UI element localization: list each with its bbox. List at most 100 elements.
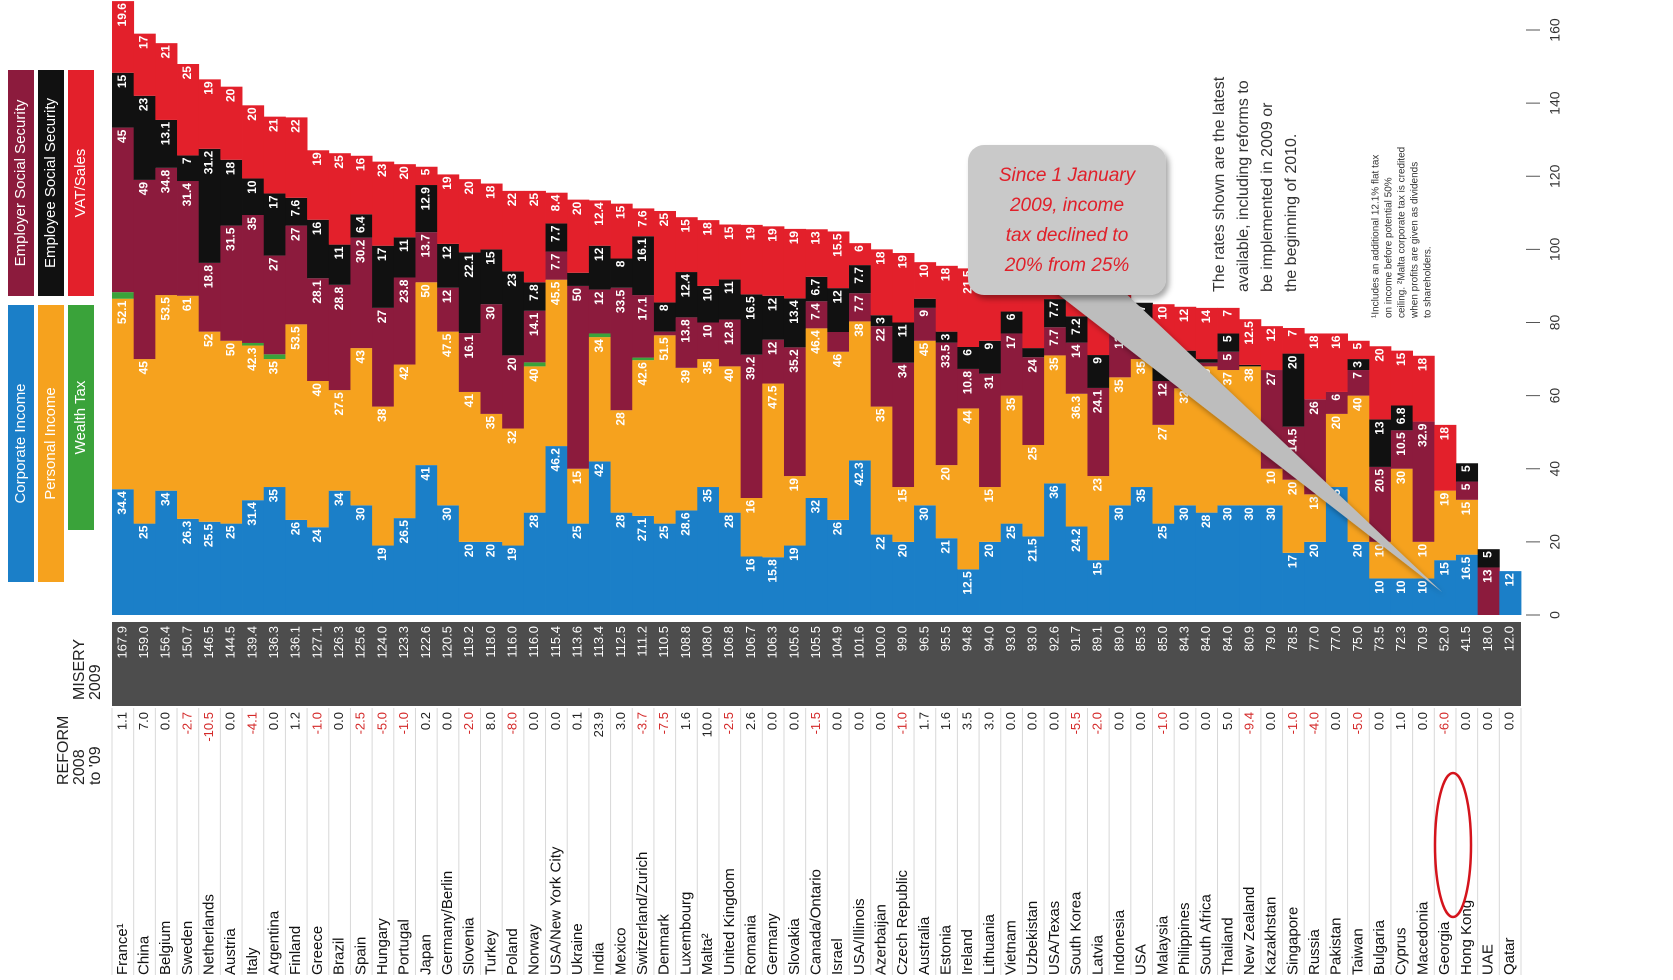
segment-label: 30 — [440, 507, 454, 521]
bar-segment — [653, 335, 676, 524]
misery-label: 106.8 — [721, 626, 736, 659]
segment-label: 6 — [960, 349, 974, 356]
segment-label: 27.5 — [332, 392, 346, 416]
segment-label: 21 — [267, 118, 281, 132]
reform-label: 0.0 — [1176, 712, 1191, 730]
country-label: Cyprus — [1393, 927, 1410, 975]
bar-segment — [588, 245, 611, 290]
segment-label: 27 — [1156, 427, 1170, 441]
segment-label: 23 — [137, 97, 151, 111]
bar-segment — [718, 366, 742, 513]
reform-label: -5.0 — [374, 712, 389, 734]
bar-segment — [285, 225, 308, 325]
bar-segment — [740, 498, 763, 557]
segment-label: 26.5 — [397, 520, 411, 544]
segment-label: 61 — [180, 297, 194, 311]
country-label: Romania — [742, 914, 759, 975]
bar-segment — [1087, 355, 1110, 388]
country-label: United Kingdom — [721, 868, 738, 975]
bar-segment — [588, 461, 611, 615]
bar-segment — [805, 328, 828, 498]
bar-segment — [502, 355, 525, 429]
misery-label: 156.4 — [158, 626, 173, 659]
bar-segment — [567, 468, 590, 524]
segment-label: 42 — [397, 366, 411, 380]
country-label: Israel — [829, 938, 846, 975]
segment-label: 5 — [1459, 465, 1473, 472]
bar-segment — [545, 446, 568, 615]
segment-label: 16.5 — [744, 296, 758, 320]
bar-segment — [697, 359, 720, 488]
bar-segment — [610, 410, 633, 513]
segment-label: 25 — [570, 525, 584, 539]
misery-header: MISERY — [71, 639, 88, 700]
reform-label: 0.0 — [765, 712, 780, 730]
segment-label: 34 — [332, 492, 346, 506]
bar-segment — [458, 179, 481, 253]
misery-label: 104.9 — [830, 626, 845, 659]
segment-label: 25 — [657, 525, 671, 539]
misery-label: 122.6 — [418, 626, 433, 659]
bar-segment — [1195, 512, 1218, 615]
segment-label: 47.5 — [440, 333, 454, 357]
segment-label: 32.9 — [1416, 423, 1430, 447]
bar-segment — [697, 285, 720, 323]
segment-label: 22.1 — [462, 254, 476, 278]
bar-segment — [1455, 481, 1479, 500]
country-label: Germany/Berlin — [439, 871, 456, 975]
misery-label: 115.4 — [548, 626, 563, 658]
bar-segment — [827, 351, 850, 520]
bar-segment — [827, 231, 850, 289]
bar-segment — [328, 490, 351, 615]
reform-label: 0.2 — [418, 712, 433, 730]
reform-label: 0.0 — [1415, 712, 1430, 730]
segment-label: 9 — [982, 342, 996, 349]
reform-label: 1.0 — [1393, 712, 1408, 730]
bar-segment — [1044, 327, 1067, 356]
segment-label: 15 — [982, 489, 996, 503]
legend-label: Employee Social Security — [42, 97, 59, 268]
segment-label: 35 — [874, 408, 888, 422]
reform-label: -1.0 — [396, 712, 411, 734]
misery-label: 125.6 — [353, 626, 368, 659]
bar-segment — [112, 1, 135, 73]
bar-segment — [1065, 316, 1088, 343]
callout: Since 1 January 2009, income tax declined … — [968, 145, 1473, 919]
y-tick-label: 60 — [1547, 388, 1563, 404]
segment-label: 41 — [418, 467, 432, 481]
segment-label: 15 — [484, 251, 498, 265]
segment-label: 35 — [1004, 397, 1018, 411]
footnote-line: to shareholders. — [1423, 246, 1434, 318]
country-label: USA/Texas — [1046, 901, 1063, 975]
bar-segment — [805, 276, 828, 302]
reform-label: -2.7 — [179, 712, 194, 734]
bar-segment — [914, 262, 937, 299]
country-label: Malta² — [699, 933, 716, 975]
segment-label: 6 — [852, 245, 866, 252]
misery-label: 84.3 — [1176, 626, 1191, 651]
segment-label: 17 — [1286, 555, 1300, 569]
segment-label: 20 — [223, 88, 237, 102]
segment-label: 20 — [484, 544, 498, 558]
segment-label: 40 — [310, 383, 324, 397]
segment-label: 50 — [570, 288, 584, 302]
bar-segment — [220, 86, 243, 160]
country-label: Malaysia — [1154, 915, 1171, 975]
reform-label: 0.0 — [1263, 712, 1278, 730]
misery-label: 127.1 — [309, 626, 324, 659]
bar-segment — [1282, 327, 1305, 354]
reform-header: to '09 — [87, 746, 104, 785]
segment-label: 14.5 — [1286, 428, 1300, 452]
segment-label: 51.5 — [657, 337, 671, 361]
segment-label: 35.2 — [787, 349, 801, 373]
callout-pointer — [1050, 288, 1442, 592]
country-label: Taiwan — [1349, 928, 1366, 975]
segment-label: 24.2 — [1069, 528, 1083, 552]
bar-segment — [827, 288, 850, 333]
legend-swatch — [38, 305, 64, 582]
country-label: Spain — [352, 937, 369, 975]
country-label: Latvia — [1089, 934, 1106, 975]
segment-label: 7 — [1221, 310, 1235, 317]
segment-label: 31.2 — [202, 151, 216, 175]
bar-segment — [783, 476, 807, 546]
